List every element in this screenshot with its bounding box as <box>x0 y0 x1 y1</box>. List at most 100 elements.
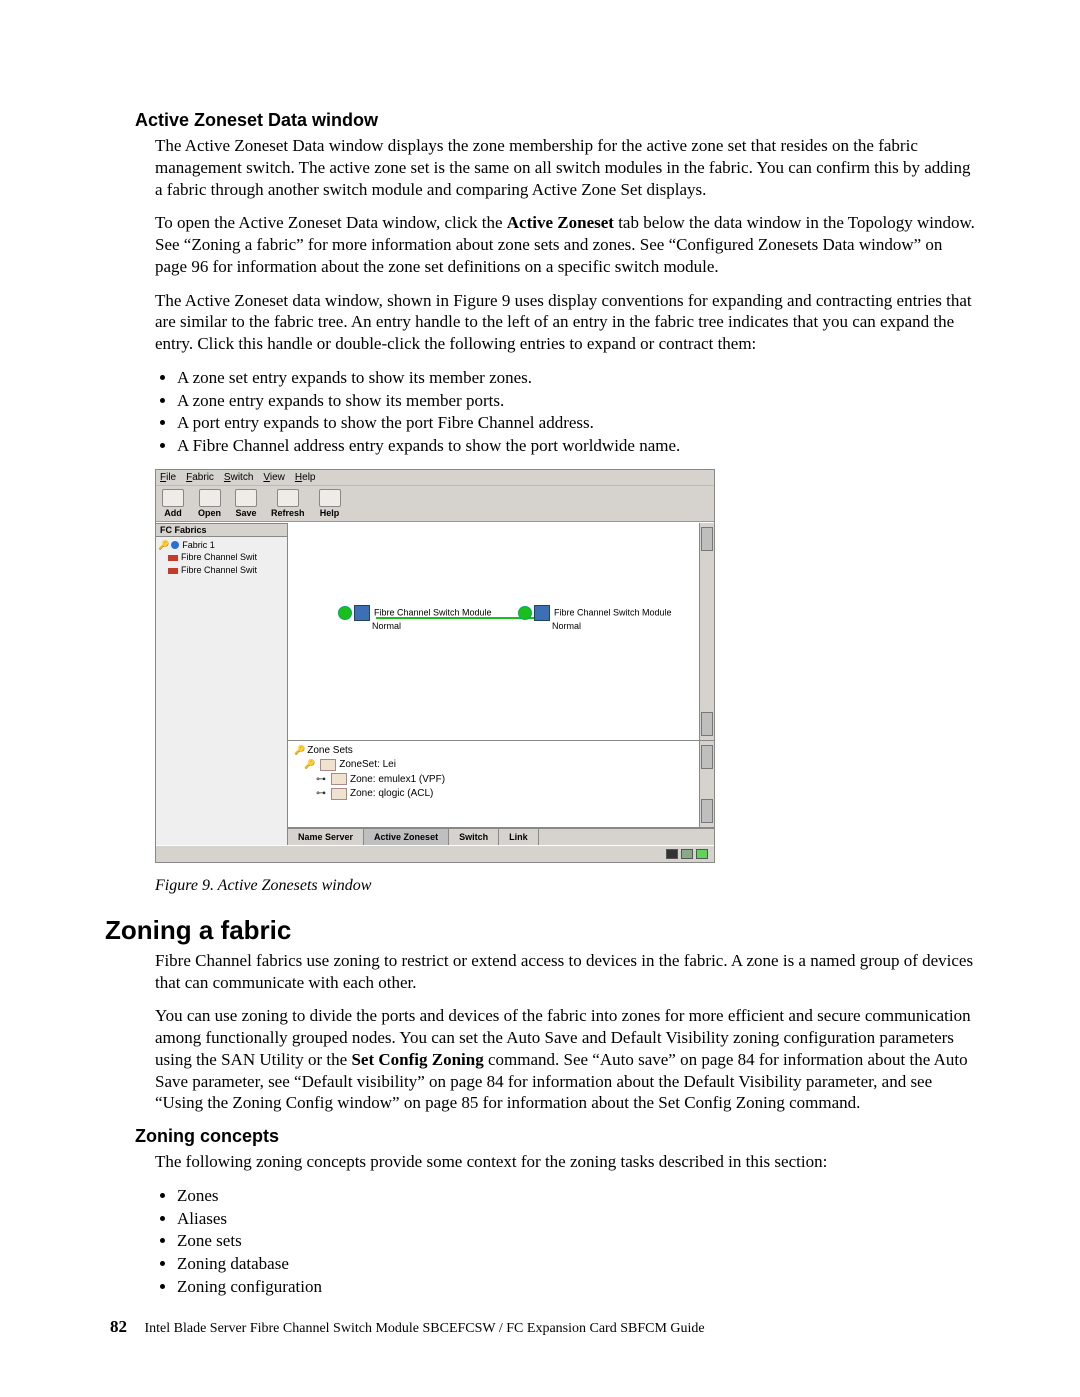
status-led-icon <box>338 606 352 620</box>
help-icon <box>319 489 341 507</box>
status-icon <box>696 849 708 859</box>
para-2: To open the Active Zoneset Data window, … <box>155 212 975 277</box>
switch-module-icon <box>354 605 370 621</box>
menubar[interactable]: File Fabric Switch View Help <box>156 470 714 486</box>
switch-icon <box>168 555 178 561</box>
status-bar <box>156 845 714 862</box>
scrollbar-knob[interactable] <box>701 799 713 823</box>
zone-row[interactable]: ⊶ Zone: emulex1 (VPF) <box>316 773 708 788</box>
tree-switch-row[interactable]: Fibre Channel Swit <box>168 551 285 564</box>
switch-module-icon <box>534 605 550 621</box>
heading-zoning-concepts: Zoning concepts <box>135 1126 975 1147</box>
list-item: Zoning configuration <box>177 1276 975 1298</box>
toolbar-save-label: Save <box>236 508 257 518</box>
para-5: You can use zoning to divide the ports a… <box>155 1005 975 1114</box>
toolbar-open-label: Open <box>198 508 221 518</box>
zone2-label: Zone: qlogic (ACL) <box>350 788 433 799</box>
list-item: A port entry expands to show the port Fi… <box>177 412 975 434</box>
tab-switch[interactable]: Switch <box>449 829 499 845</box>
toolbar-add-label: Add <box>164 508 182 518</box>
figure-caption: Figure 9. Active Zonesets window <box>155 877 975 895</box>
switch-right-name: Fibre Channel Switch Module <box>554 607 672 617</box>
tab-active-zoneset[interactable]: Active Zoneset <box>364 829 449 845</box>
para-3: The Active Zoneset data window, shown in… <box>155 290 975 355</box>
list-item: A zone entry expands to show its member … <box>177 390 975 412</box>
toolbar-help[interactable]: Help <box>319 489 341 518</box>
topology-switch-left[interactable]: Fibre Channel Switch Module Normal <box>338 605 492 631</box>
tab-name-server[interactable]: Name Server <box>288 829 364 845</box>
list-item: A Fibre Channel address entry expands to… <box>177 435 975 457</box>
menu-switch[interactable]: Switch <box>224 472 253 483</box>
zone1-label: Zone: emulex1 (VPF) <box>350 774 445 785</box>
switch-left-status: Normal <box>372 621 401 631</box>
para-5-bold: Set Config Zoning <box>351 1050 483 1069</box>
scrollbar[interactable] <box>699 523 714 740</box>
footer-title: Intel Blade Server Fibre Channel Switch … <box>145 1321 705 1336</box>
expand-icon[interactable]: 🔑 <box>294 745 305 755</box>
tree-fabric-row[interactable]: 🔑 Fabric 1 <box>158 539 285 552</box>
toolbar: Add Open Save Refresh Help <box>156 486 714 522</box>
toolbar-refresh-label: Refresh <box>271 508 305 518</box>
tree-sw2-label: Fibre Channel Swit <box>181 565 257 575</box>
fabric-tree-sidebar: FC Fabrics 🔑 Fabric 1 Fibre Channel Swit … <box>156 523 288 845</box>
switch-icon <box>168 568 178 574</box>
para-4: Fibre Channel fabrics use zoning to rest… <box>155 950 975 994</box>
para-2a: To open the Active Zoneset Data window, … <box>155 213 507 232</box>
fabric-icon <box>171 541 179 549</box>
workarea: FC Fabrics 🔑 Fabric 1 Fibre Channel Swit … <box>156 522 714 845</box>
menu-help[interactable]: Help <box>295 472 316 483</box>
toolbar-refresh[interactable]: Refresh <box>271 489 305 518</box>
list-item: Zoning database <box>177 1253 975 1275</box>
para-2-bold: Active Zoneset <box>507 213 614 232</box>
topology-switch-right[interactable]: Fibre Channel Switch Module Normal <box>518 605 672 631</box>
zoneset-root-label: Zone Sets <box>307 745 353 756</box>
refresh-icon <box>277 489 299 507</box>
heading-zoning-fabric: Zoning a fabric <box>105 915 975 946</box>
tree-sw1-label: Fibre Channel Swit <box>181 552 257 562</box>
zone-row[interactable]: ⊶ Zone: qlogic (ACL) <box>316 787 708 802</box>
expand-icon[interactable]: 🔑 <box>304 759 315 769</box>
scrollbar-knob[interactable] <box>701 745 713 769</box>
zoneset-label: ZoneSet: Lei <box>339 759 396 770</box>
status-led-icon <box>518 606 532 620</box>
bullet-list-b: Zones Aliases Zone sets Zoning database … <box>155 1185 975 1298</box>
toolbar-add[interactable]: Add <box>162 489 184 518</box>
fabric-tree[interactable]: 🔑 Fabric 1 Fibre Channel Swit Fibre Chann… <box>156 537 287 579</box>
menu-fabric[interactable]: Fabric <box>186 472 214 483</box>
scrollbar-knob[interactable] <box>701 527 713 551</box>
save-icon <box>235 489 257 507</box>
menu-view[interactable]: View <box>263 472 285 483</box>
zone-icon <box>331 788 347 800</box>
topology-pane[interactable]: Fibre Channel Switch Module Normal Fibre… <box>288 523 714 741</box>
tree-switch-row[interactable]: Fibre Channel Swit <box>168 564 285 577</box>
zoneset-row[interactable]: 🔑 ZoneSet: Lei <box>304 758 708 773</box>
list-item: Aliases <box>177 1208 975 1230</box>
scrollbar-knob[interactable] <box>701 712 713 736</box>
toolbar-open[interactable]: Open <box>198 489 221 518</box>
zoneset-root-row[interactable]: 🔑Zone Sets <box>294 744 708 759</box>
zonesets-pane[interactable]: 🔑Zone Sets 🔑ZoneSet: Lei ⊶Zone: emulex1 … <box>288 741 714 828</box>
tree-fabric-label: Fabric 1 <box>182 540 215 550</box>
tab-link[interactable]: Link <box>499 829 539 845</box>
page-number: 82 <box>110 1317 127 1336</box>
collapse-icon[interactable]: ⊶ <box>316 773 326 788</box>
sidebar-header: FC Fabrics <box>156 523 287 537</box>
switch-left-name: Fibre Channel Switch Module <box>374 607 492 617</box>
list-item: Zones <box>177 1185 975 1207</box>
expand-icon[interactable]: 🔑 <box>158 540 169 550</box>
scrollbar[interactable] <box>699 741 714 827</box>
toolbar-help-label: Help <box>320 508 340 518</box>
heading-active-zoneset: Active Zoneset Data window <box>135 110 975 131</box>
collapse-icon[interactable]: ⊶ <box>316 787 326 802</box>
zoneset-icon <box>320 759 336 771</box>
status-icon <box>666 849 678 859</box>
switch-right-status: Normal <box>552 621 581 631</box>
data-window-tabs: Name Server Active Zoneset Switch Link <box>288 828 714 845</box>
menu-file[interactable]: File <box>160 472 176 483</box>
para-6: The following zoning concepts provide so… <box>155 1151 975 1173</box>
list-item: A zone set entry expands to show its mem… <box>177 367 975 389</box>
open-icon <box>199 489 221 507</box>
right-pane: Fibre Channel Switch Module Normal Fibre… <box>288 523 714 845</box>
toolbar-save[interactable]: Save <box>235 489 257 518</box>
list-item: Zone sets <box>177 1230 975 1252</box>
